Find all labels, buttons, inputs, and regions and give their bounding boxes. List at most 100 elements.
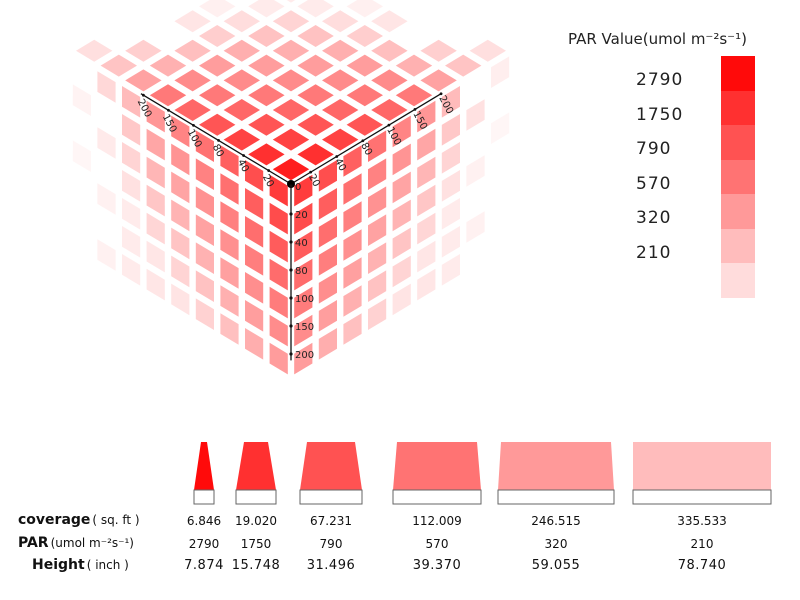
- cube-top-tile: [76, 39, 113, 62]
- cube-right-tile: [466, 155, 485, 187]
- par-cell: 1750: [240, 537, 272, 551]
- cube-left-tile: [146, 156, 165, 189]
- cube-left-tile: [195, 214, 214, 246]
- cube-top-tile: [174, 99, 211, 121]
- height-cell: 78.740: [677, 558, 727, 573]
- cube-right-tile: [441, 142, 460, 174]
- cube-right-tile: [417, 156, 436, 189]
- coverage-cell: 246.515: [531, 514, 581, 528]
- cube-top-tile: [395, 54, 433, 77]
- cube-top-tile: [199, 54, 236, 77]
- coverage-trapezoid: [300, 442, 362, 490]
- coverage-trapezoid: [633, 442, 771, 490]
- cube-top-tile: [297, 143, 334, 166]
- par-row-label: PAR (umol m⁻²s⁻¹): [18, 535, 134, 551]
- cube-right-tile: [368, 242, 387, 274]
- origin-dot: [287, 180, 295, 188]
- cube-left-tile: [245, 244, 264, 276]
- legend-label: 320: [636, 208, 672, 228]
- cube-left-tile: [72, 84, 91, 116]
- cube-top-tile: [322, 10, 359, 33]
- cube-right-tile: [368, 158, 387, 190]
- cube-top-tile: [100, 54, 137, 77]
- cube-tiles: [72, 0, 510, 375]
- cube-top-tile: [322, 128, 359, 151]
- cube-top-tile: [125, 69, 162, 92]
- cube-top-tile: [346, 113, 383, 136]
- cube-left-tile: [146, 128, 165, 161]
- coverage-cell: 67.231: [310, 514, 352, 528]
- cube-right-tile: [392, 255, 411, 288]
- cube-right-tile: [368, 130, 387, 162]
- cube-top-tile: [297, 84, 334, 107]
- cube-right-tile: [294, 342, 313, 375]
- cube-right-tile: [294, 202, 313, 235]
- coverage-trapezoid: [194, 442, 214, 490]
- cube-left-tile: [122, 254, 141, 286]
- cube-top-tile: [149, 84, 187, 107]
- cube-right-tile: [318, 216, 337, 248]
- legend-label: 570: [636, 173, 672, 194]
- coverage-row-label: coverage( sq. ft ): [18, 512, 140, 528]
- cube-top-tile: [469, 39, 506, 62]
- legend-swatch: [721, 125, 755, 160]
- cube-top-tile: [272, 158, 310, 181]
- cube-left-tile: [220, 229, 239, 261]
- cube-top-tile: [199, 0, 236, 18]
- cube-left-tile: [146, 184, 165, 217]
- coverage-cell: 6.846: [186, 514, 222, 528]
- cube-left-tile: [171, 115, 190, 148]
- cube-top-tile: [174, 39, 211, 62]
- cube-right-tile: [318, 188, 337, 220]
- cube-left-tile: [97, 183, 116, 215]
- cube-left-tile: [97, 127, 116, 159]
- legend-label: 2790: [636, 70, 684, 90]
- cube-right-tile: [294, 314, 313, 347]
- coverage-cell: 19.020: [235, 514, 277, 528]
- cube-top-tile: [248, 143, 285, 166]
- cube-left-tile: [146, 212, 165, 245]
- cube-left-tile: [269, 314, 288, 347]
- cube-top-tile: [199, 84, 236, 107]
- cube-top-tile: [248, 113, 285, 136]
- cube-left-tile: [195, 270, 214, 302]
- cube-right-tile: [368, 214, 387, 246]
- cube-top-tile: [272, 99, 310, 121]
- cube-top-tile: [174, 69, 211, 92]
- cube-top-tile: [248, 0, 285, 18]
- cube-top-tile: [371, 99, 408, 121]
- cube-left-tile: [171, 227, 190, 260]
- legend-swatch: [721, 159, 755, 194]
- cube-top-tile: [272, 39, 310, 62]
- vertical-axis-tick: 100: [295, 294, 314, 305]
- par-cell: 2790: [188, 537, 220, 551]
- cube-left-tile: [146, 240, 165, 273]
- cube-left-tile: [245, 188, 264, 220]
- left-axis-tick: 20: [260, 173, 276, 189]
- cube-left-tile: [122, 142, 141, 174]
- cube-right-tile: [318, 300, 337, 332]
- cube-right-tile: [318, 272, 337, 304]
- cube-left-tile: [171, 255, 190, 288]
- par-cell: 320: [544, 537, 568, 551]
- cube-right-tile: [343, 229, 362, 261]
- coverage-trapezoid: [236, 442, 276, 490]
- legend-swatch: [721, 194, 755, 229]
- cube-right-tile: [318, 328, 337, 360]
- height-cell: 31.496: [306, 558, 356, 573]
- cube-top-tile: [371, 39, 408, 62]
- cube-right-tile: [318, 160, 337, 192]
- cube-left-tile: [245, 300, 264, 332]
- height-cell: 59.055: [531, 558, 581, 573]
- vertical-axis-tick: 80: [295, 266, 308, 277]
- cube-left-tile: [220, 145, 239, 177]
- cube-top-tile: [125, 39, 162, 62]
- cube-top-tile: [420, 69, 457, 92]
- legend-swatch: [721, 56, 755, 91]
- cube-right-tile: [294, 174, 313, 207]
- cube-left-tile: [195, 242, 214, 274]
- cube-left-tile: [220, 257, 239, 289]
- legend-label: 1750: [636, 104, 684, 125]
- cube-top-tile: [371, 69, 408, 92]
